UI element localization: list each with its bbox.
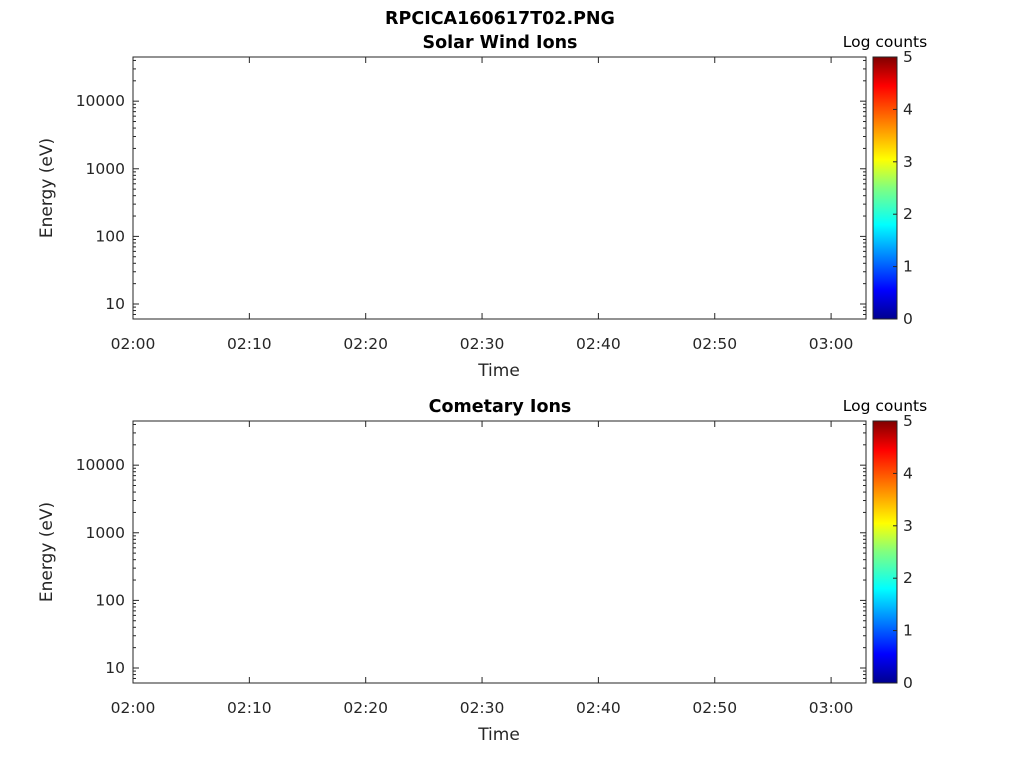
y-tick-label: 1000 — [86, 524, 125, 542]
x-tick-label: 02:30 — [460, 699, 505, 717]
colorbar-tick-label: 3 — [903, 517, 913, 535]
x-tick-label: 02:00 — [111, 335, 156, 353]
x-tick-label: 02:20 — [343, 335, 388, 353]
y-axis: 10 100 1000 10000 — [76, 423, 866, 684]
y-tick-label: 1000 — [86, 160, 125, 178]
x-tick-label: 02:20 — [343, 699, 388, 717]
colorbar-label: Log counts — [843, 33, 927, 51]
x-axis: 02:00 02:10 02:20 02:30 02:40 02:50 03:00 — [111, 421, 854, 717]
colorbar-tick-label: 2 — [903, 205, 913, 223]
colorbar-ticks: 0 1 2 3 4 5 — [893, 48, 913, 328]
x-axis: 02:00 02:10 02:20 02:30 02:40 02:50 03:00 — [111, 57, 854, 353]
colorbar-ticks: 0 1 2 3 4 5 — [893, 412, 913, 692]
y-axis-label: Energy (eV) — [37, 138, 57, 238]
colorbar-tick-label: 3 — [903, 153, 913, 171]
y-tick-label: 10 — [105, 659, 125, 677]
y-tick-label: 100 — [95, 227, 125, 245]
x-tick-label: 02:50 — [692, 335, 737, 353]
colorbar-tick-label: 5 — [903, 48, 913, 66]
colorbar — [872, 56, 898, 320]
x-tick-label: 02:10 — [227, 335, 272, 353]
colorbar-tick-label: 0 — [903, 310, 913, 328]
panel-title: Solar Wind Ions — [423, 33, 578, 53]
x-tick-label: 02:30 — [460, 335, 505, 353]
y-tick-label: 10000 — [76, 456, 125, 474]
panel-title: Cometary Ions — [429, 397, 572, 417]
x-tick-label: 03:00 — [809, 699, 854, 717]
colorbar-tick-label: 5 — [903, 412, 913, 430]
plot-area-frame — [132, 56, 867, 320]
y-tick-label: 10000 — [76, 92, 125, 110]
colorbar — [872, 420, 898, 684]
x-axis-label: Time — [477, 725, 520, 745]
x-axis-label: Time — [477, 361, 520, 381]
x-tick-label: 02:10 — [227, 699, 272, 717]
y-tick-label: 100 — [95, 591, 125, 609]
colorbar-tick-label: 1 — [903, 258, 913, 276]
colorbar-tick-label: 1 — [903, 622, 913, 640]
x-tick-label: 02:50 — [692, 699, 737, 717]
colorbar-tick-label: 4 — [903, 464, 913, 482]
x-tick-label: 02:40 — [576, 335, 621, 353]
x-tick-label: 03:00 — [809, 335, 854, 353]
y-axis: 10 100 1000 10000 — [76, 59, 866, 320]
y-axis-label: Energy (eV) — [37, 502, 57, 602]
colorbar-tick-label: 4 — [903, 100, 913, 118]
x-tick-label: 02:00 — [111, 699, 156, 717]
colorbar-tick-label: 2 — [903, 569, 913, 587]
figure-title: RPCICA160617T02.PNG — [385, 9, 615, 29]
y-tick-label: 10 — [105, 295, 125, 313]
colorbar-label: Log counts — [843, 397, 927, 415]
plot-area-frame — [132, 420, 867, 684]
colorbar-tick-label: 0 — [903, 674, 913, 692]
x-tick-label: 02:40 — [576, 699, 621, 717]
